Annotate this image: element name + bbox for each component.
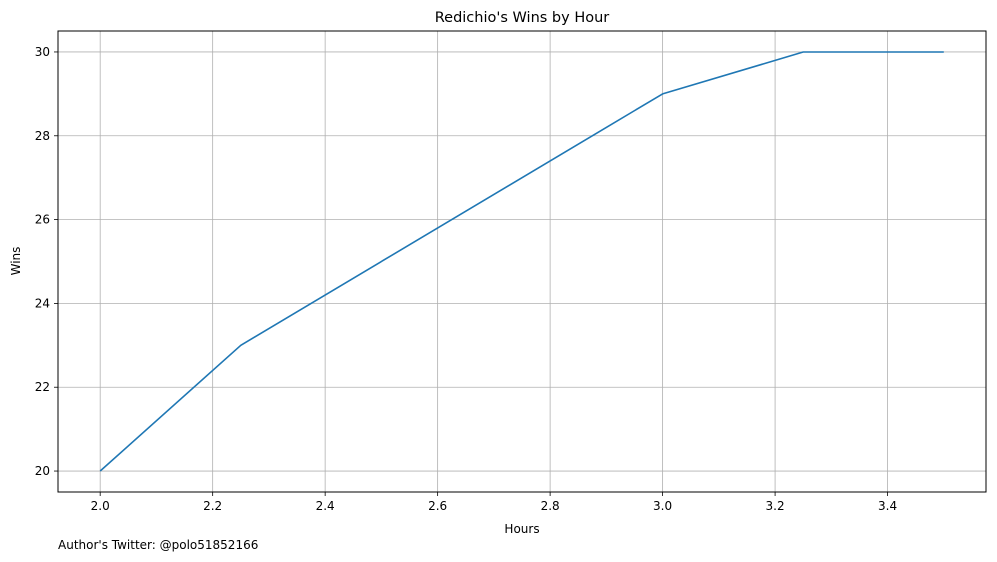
author-footnote: Author's Twitter: @polo51852166 xyxy=(58,538,259,552)
y-tick-label: 24 xyxy=(35,296,50,310)
plot-frame xyxy=(57,30,987,493)
x-tick-label: 2.0 xyxy=(91,499,110,513)
y-axis-label: Wins xyxy=(9,247,23,276)
x-tick-label: 3.2 xyxy=(766,499,785,513)
x-tick-label: 2.8 xyxy=(541,499,560,513)
x-tick-label: 3.0 xyxy=(653,499,672,513)
x-tick-label: 2.2 xyxy=(203,499,222,513)
chart-title: Redichio's Wins by Hour xyxy=(435,10,610,26)
y-tick-label: 22 xyxy=(35,380,50,394)
y-tick-label: 26 xyxy=(35,213,50,227)
x-axis-ticks: 2.0 2.2 2.4 2.6 2.8 3.0 3.2 3.4 xyxy=(91,492,897,513)
y-tick-label: 30 xyxy=(35,45,50,59)
grid-lines xyxy=(58,31,986,492)
series-group xyxy=(99,51,944,472)
x-axis-label: Hours xyxy=(504,522,539,536)
series-line-wins xyxy=(99,51,944,472)
y-tick-label: 20 xyxy=(35,464,50,478)
y-axis-ticks: 20 22 24 26 28 30 xyxy=(35,45,58,478)
x-tick-label: 2.6 xyxy=(428,499,447,513)
y-tick-label: 28 xyxy=(35,129,50,143)
x-tick-label: 2.4 xyxy=(316,499,335,513)
x-tick-label: 3.4 xyxy=(878,499,897,513)
